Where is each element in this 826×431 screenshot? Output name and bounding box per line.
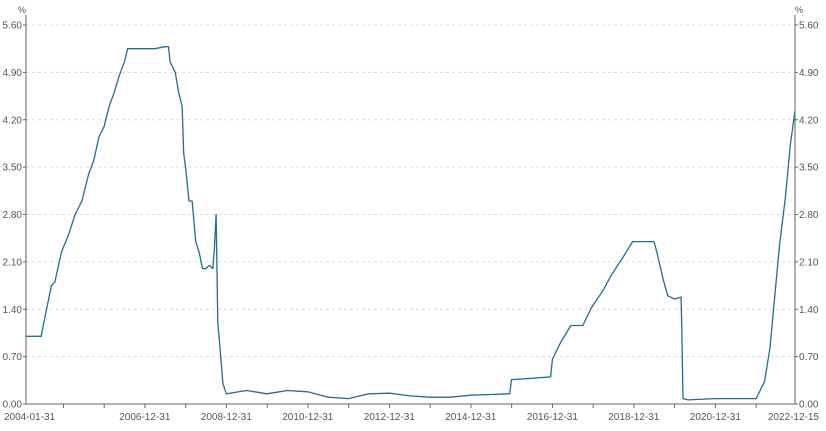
x-tick-label: 2022-12-15: [768, 412, 820, 423]
y-tick-label-right: 4.20: [799, 115, 819, 126]
y-tick-label-left: 2.80: [3, 210, 23, 221]
y-tick-label-left: 4.90: [3, 68, 23, 79]
y-tick-label-right: 4.90: [799, 68, 819, 79]
x-tick-label: 2004-01-31: [4, 412, 56, 423]
y-tick-label-left: 3.50: [3, 163, 23, 174]
y-tick-label-right: 0.00: [799, 400, 819, 411]
x-tick-label: 2016-12-31: [527, 412, 579, 423]
x-axis: 2004-01-31 2006-12-31 2008-12-31 2010-12-31…: [4, 404, 819, 423]
x-tick-label: 2006-12-31: [119, 412, 171, 423]
y-tick-label-left: 0.70: [3, 352, 23, 363]
x-tick-label: 2010-12-31: [282, 412, 334, 423]
grid-lines: [26, 24, 795, 358]
series-line: [26, 46, 796, 401]
y-unit-left: %: [18, 5, 26, 15]
y-tick-label-right: 5.60: [799, 21, 819, 32]
x-tick-label: 2012-12-31: [364, 412, 416, 423]
y-tick-label-left: 1.40: [3, 305, 23, 316]
y-tick-label-right: 2.10: [799, 257, 819, 268]
y-axis-left: 0.00 0.70 1.40 2.10 2.80 3.50 4.20 4.90 5.60: [3, 21, 26, 411]
y-tick-label-right: 2.80: [799, 210, 819, 221]
y-tick-label-left: 2.10: [3, 257, 23, 268]
y-unit-right: %: [795, 5, 803, 15]
y-tick-label-right: 3.50: [799, 163, 819, 174]
x-tick-label: 2014-12-31: [445, 412, 497, 423]
y-tick-label-left: 0.00: [3, 400, 23, 411]
y-tick-label-left: 5.60: [3, 21, 23, 32]
x-tick-label: 2020-12-31: [690, 412, 742, 423]
y-axis-right: 0.00 0.70 1.40 2.10 2.80 3.50 4.20 4.90 5.60: [795, 21, 819, 411]
x-tick-label: 2018-12-31: [608, 412, 660, 423]
y-tick-label-right: 1.40: [799, 305, 819, 316]
y-tick-label-left: 4.20: [3, 115, 23, 126]
x-tick-label: 2008-12-31: [201, 412, 253, 423]
axes: [25, 15, 796, 405]
y-tick-label-right: 0.70: [799, 352, 819, 363]
